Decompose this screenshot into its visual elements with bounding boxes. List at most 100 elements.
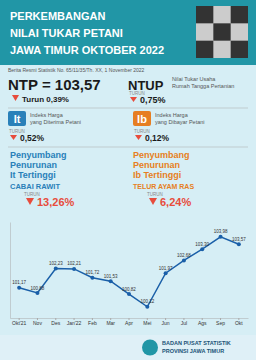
data-label: 100,12 [140,299,154,304]
left-change: 13,26% [37,196,75,208]
logo-placeholder [142,340,158,356]
footer-background [0,335,256,360]
x-tick: Sep [216,318,225,326]
left-heading: It Tertinggi [10,170,56,180]
x-tick-label: Apr [125,320,133,326]
x-tick: Jun [162,318,170,326]
data-labels: 101,17 100,88 102,23 102,21 101,72 101,53 100,… [12,229,246,304]
x-tick: Okt'21 [12,318,27,326]
x-tick: Jul [181,318,187,326]
qr-cell [213,23,230,40]
ntp-value: NTP = 103,57 [8,76,101,93]
it-description: yang Diterima Petani [30,119,81,125]
x-tick: Nov [33,318,42,326]
down-arrow [130,97,137,102]
ib-label: Ib [137,113,147,125]
x-tick-label: Jul [181,320,187,326]
x-tick-label: Mar [106,320,115,326]
ntup-change: 0,75% [140,95,166,105]
data-label: 101,17 [12,280,26,285]
left-heading: Penurunan [10,160,57,170]
data-label: 103,30 [195,242,209,247]
x-tick-label: Feb [88,320,97,326]
x-tick: Jan'22 [67,318,82,326]
x-tick: Apr [125,318,133,326]
right-change: 6,24% [160,196,191,208]
data-label: 100,88 [31,286,45,291]
down-arrow [135,135,142,140]
it-badge [8,111,26,126]
ntp-point [90,276,94,280]
separator [8,147,248,148]
x-tick-label: Okt'21 [12,320,27,326]
data-label: 100,82 [122,287,136,292]
infographic: PERKEMBANGANNILAI TUKAR PETANIJAWA TIMUR… [0,0,256,360]
x-axis: Okt'21 Nov Des Jan'22 Feb Mar Apr Mei Jun Jul Ags S… [11,318,249,326]
data-label: 101,97 [159,266,173,271]
x-tick-label: Sep [216,320,225,326]
x-tick-label: Jan'22 [67,320,82,326]
left-heading: Penyumbang [10,150,67,160]
down-arrow [26,198,34,205]
it-label: It [14,113,21,125]
data-label: 101,53 [104,274,118,279]
x-tick-label: Okt [235,320,243,326]
data-label: 102,68 [177,253,191,258]
right-heading: Ib Tertinggi [133,170,181,180]
x-tick: Mei [143,318,151,326]
down-arrow [10,135,17,140]
subtitle: Berita Resmi Statistik No. 65/11/35/Th. … [8,67,145,73]
ntp-point [164,271,168,275]
x-tick: Feb [88,318,97,326]
ib-badge [133,111,151,126]
x-tick-label: Mei [143,320,151,326]
y-axis [10,223,11,319]
qr-background [196,6,248,58]
ntp-change: Turun 0,39% [22,95,69,104]
title-line: NILAI TUKAR PETANI [10,27,123,39]
x-tick: Mar [106,318,115,326]
ntp-point [109,279,113,283]
ntp-point [17,286,21,290]
ntp-point [72,267,76,271]
right-item: TELUR AYAM RAS [133,183,194,190]
ib-description: Indeks Harga [155,112,189,118]
x-tick: Ags [198,318,207,326]
down-arrow [149,198,157,205]
x-tick-label: Ags [198,320,207,326]
data-label: 102,21 [67,261,81,266]
ntp-point [200,247,204,251]
right-heading: Penurunan [133,160,180,170]
right-heading: Penyumbang [133,150,190,160]
footer-text: PROVINSI JAWA TIMUR [162,348,224,354]
x-tick-label: Jun [162,320,170,326]
ntp-point [127,292,131,296]
separator [8,108,248,109]
down-arrow [12,95,19,101]
it-description: Indeks Harga [30,112,64,118]
y-axis-line [10,223,11,319]
data-label: 102,23 [49,261,63,266]
footer-text: BADAN PUSAT STATISTIK [162,340,231,346]
left-item: CABAI RAWIT [10,182,60,191]
title-line: PERKEMBANGAN [10,10,105,22]
x-tick-label: Nov [33,320,42,326]
ntp-point [182,258,186,262]
ntp-point [219,235,223,239]
data-label: 103,98 [214,229,228,234]
x-tick-label: Des [51,320,60,326]
ntup-description: Nilai Tukar Usaha [172,76,216,82]
data-label: 101,72 [86,270,100,275]
ntup-description: Rumah Tangga Pertanian [172,83,234,89]
data-label: 103,57 [232,237,246,242]
ntp-line [19,237,239,307]
ib-description: yang Dibayar Petani [155,119,205,125]
qr-placeholder [196,6,248,58]
x-tick: Des [51,318,60,326]
qr-cell [231,6,248,23]
x-tick: Okt [235,318,243,326]
header-background [0,0,256,65]
qr-cell [231,41,248,58]
plot-marks [17,235,241,309]
ib-change: 0,12% [145,133,170,143]
